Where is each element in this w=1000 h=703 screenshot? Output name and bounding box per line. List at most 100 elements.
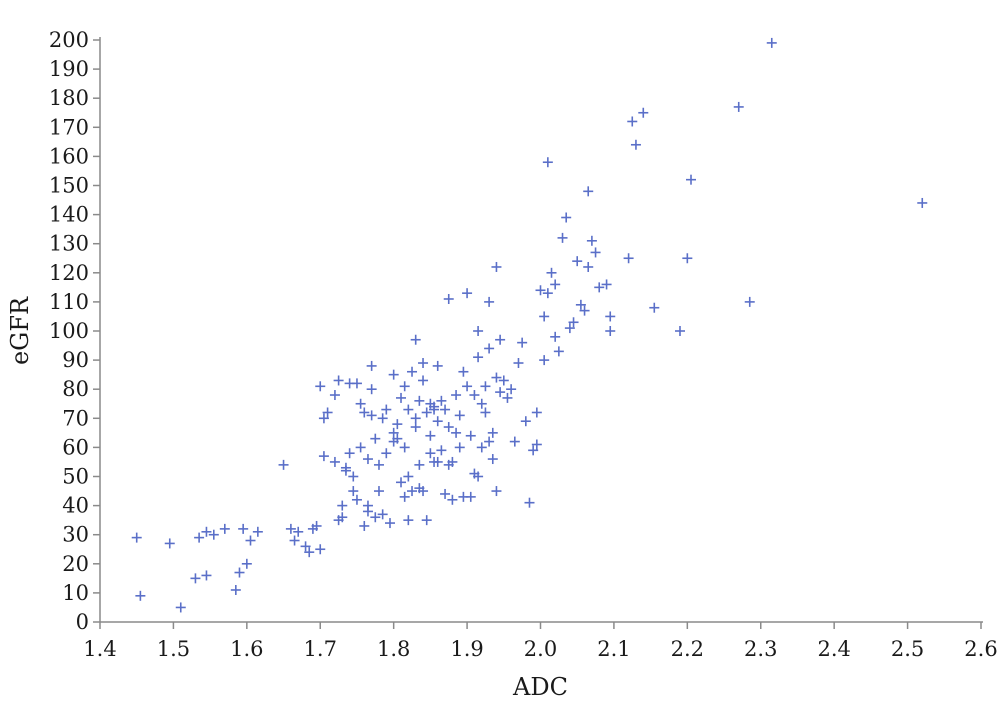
data-point	[418, 358, 429, 369]
data-point	[550, 279, 561, 290]
data-points	[131, 37, 928, 613]
data-point	[484, 343, 495, 354]
data-point	[432, 360, 443, 371]
data-point	[564, 323, 575, 334]
data-point	[311, 520, 322, 531]
data-point	[733, 101, 744, 112]
data-point	[586, 235, 597, 246]
data-point	[484, 436, 495, 447]
data-point	[351, 378, 362, 389]
data-point	[443, 293, 454, 304]
data-point	[627, 116, 638, 127]
data-point	[535, 285, 546, 296]
data-point	[230, 584, 241, 595]
data-point	[241, 558, 252, 569]
data-point	[469, 390, 480, 401]
data-point	[594, 282, 605, 293]
data-point	[429, 404, 440, 415]
data-point	[135, 590, 146, 601]
y-tick-label: 150	[49, 174, 89, 198]
data-point	[458, 366, 469, 377]
y-tick-label: 160	[49, 144, 89, 168]
data-point	[362, 500, 373, 511]
y-tick-label: 60	[62, 435, 89, 459]
y-tick-label: 40	[62, 494, 89, 518]
data-point	[454, 410, 465, 421]
data-point	[278, 459, 289, 470]
data-point	[403, 471, 414, 482]
data-point	[539, 355, 550, 366]
data-point	[513, 358, 524, 369]
data-point	[528, 445, 539, 456]
data-point	[355, 442, 366, 453]
data-point	[539, 311, 550, 322]
data-point	[381, 448, 392, 459]
data-point	[447, 494, 458, 505]
data-point	[601, 279, 612, 290]
data-point	[245, 535, 256, 546]
data-point	[473, 326, 484, 336]
data-point	[396, 392, 407, 403]
y-tick-label: 80	[62, 377, 89, 401]
data-point	[465, 491, 476, 502]
data-point	[373, 459, 384, 470]
y-axis-ticks: 0 10 20 30 40 50 60 70 80 90 100 110 120 130 140 150 160…	[49, 28, 100, 634]
x-tick-label: 1.8	[377, 637, 410, 661]
data-point	[399, 491, 410, 502]
data-point	[443, 422, 454, 433]
data-point	[315, 544, 326, 555]
data-point	[465, 430, 476, 441]
data-point	[407, 486, 418, 497]
data-point	[575, 299, 586, 310]
data-point	[164, 538, 175, 549]
data-point	[686, 174, 697, 185]
data-point	[348, 486, 359, 497]
x-axis-title: ADC	[512, 673, 568, 701]
data-point	[440, 404, 451, 415]
data-point	[568, 317, 579, 328]
y-tick-label: 130	[49, 232, 89, 256]
x-tick-label: 2.0	[524, 637, 557, 661]
data-point	[392, 419, 403, 430]
data-point	[550, 331, 561, 342]
data-point	[388, 427, 399, 438]
data-point	[502, 392, 513, 403]
y-tick-label: 90	[62, 348, 89, 372]
x-axis-ticks: 1.4 1.5 1.6 1.7 1.8 1.9 2.0 2.1 2.2 2.3 2.4 2.5 2.6	[83, 622, 998, 661]
data-point	[359, 520, 370, 531]
data-point	[337, 512, 348, 523]
y-tick-label: 10	[62, 581, 89, 605]
x-tick-label: 2.2	[671, 637, 704, 661]
data-point	[531, 407, 542, 418]
data-point	[561, 212, 572, 223]
y-tick-label: 110	[49, 290, 89, 314]
data-point	[377, 413, 388, 424]
data-point	[396, 477, 407, 488]
data-point	[421, 407, 432, 418]
data-point	[194, 532, 205, 543]
data-point	[590, 247, 601, 258]
data-point	[579, 305, 590, 316]
data-point	[495, 387, 506, 398]
data-point	[509, 436, 520, 447]
data-point	[447, 456, 458, 467]
data-point	[366, 384, 377, 395]
data-point	[403, 515, 414, 526]
data-point	[425, 430, 436, 441]
data-point	[498, 375, 509, 386]
data-point	[333, 375, 344, 386]
data-point	[425, 448, 436, 459]
data-point	[384, 518, 395, 529]
data-point	[329, 390, 340, 401]
data-point	[238, 523, 249, 534]
data-point	[318, 451, 329, 462]
data-point	[605, 326, 616, 336]
data-point	[480, 407, 491, 418]
data-point	[366, 360, 377, 371]
y-tick-label: 170	[49, 115, 89, 139]
data-point	[473, 352, 484, 363]
data-point	[219, 523, 230, 534]
data-point	[451, 427, 462, 438]
data-point	[370, 512, 381, 523]
x-tick-label: 1.4	[83, 637, 116, 661]
